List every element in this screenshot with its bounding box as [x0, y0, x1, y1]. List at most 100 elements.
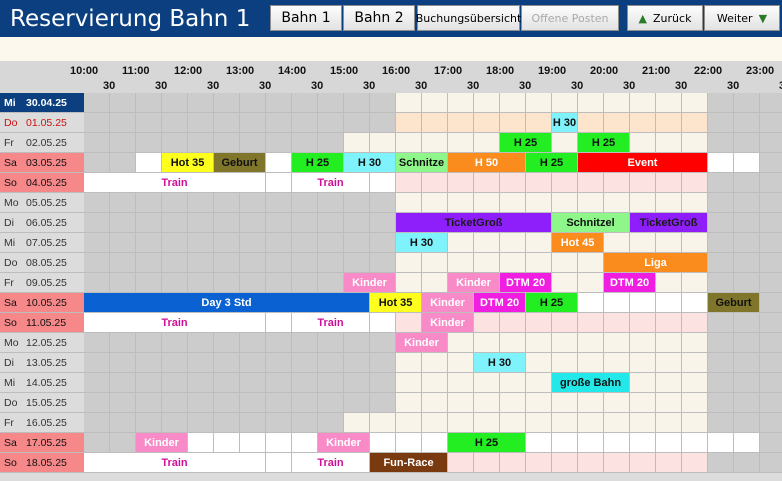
- time-slot[interactable]: [500, 333, 526, 353]
- booking-block[interactable]: Hot 35: [370, 293, 422, 313]
- time-slot[interactable]: [708, 233, 734, 253]
- time-slot[interactable]: [578, 333, 604, 353]
- time-slot[interactable]: [552, 413, 578, 433]
- time-slot[interactable]: [84, 393, 110, 413]
- time-slot[interactable]: [266, 333, 292, 353]
- booking-block[interactable]: H 25: [448, 433, 526, 453]
- time-slot[interactable]: [734, 133, 760, 153]
- day-label[interactable]: Fr 16.05.25: [0, 413, 84, 433]
- time-slot[interactable]: [396, 133, 422, 153]
- time-slot[interactable]: [422, 93, 448, 113]
- time-slot[interactable]: [682, 273, 708, 293]
- time-slot[interactable]: [318, 93, 344, 113]
- time-slot[interactable]: [422, 393, 448, 413]
- time-slot[interactable]: [266, 393, 292, 413]
- time-slot[interactable]: [162, 113, 188, 133]
- time-slot[interactable]: [734, 173, 760, 193]
- time-slot[interactable]: [318, 353, 344, 373]
- time-slot[interactable]: [136, 393, 162, 413]
- time-slot[interactable]: [110, 413, 136, 433]
- time-slot[interactable]: [370, 333, 396, 353]
- time-slot[interactable]: [292, 253, 318, 273]
- time-slot[interactable]: [136, 233, 162, 253]
- time-slot[interactable]: [604, 233, 630, 253]
- time-slot[interactable]: [500, 413, 526, 433]
- time-slot[interactable]: [734, 213, 760, 233]
- time-slot[interactable]: [630, 173, 656, 193]
- time-slot[interactable]: [682, 413, 708, 433]
- time-slot[interactable]: [214, 233, 240, 253]
- time-slot[interactable]: [396, 273, 422, 293]
- time-slot[interactable]: [760, 373, 782, 393]
- booking-block[interactable]: Kinder: [344, 273, 396, 293]
- time-slot[interactable]: [734, 433, 760, 453]
- time-slot[interactable]: [396, 193, 422, 213]
- time-slot[interactable]: [500, 453, 526, 473]
- time-slot[interactable]: [266, 113, 292, 133]
- time-slot[interactable]: [162, 133, 188, 153]
- time-slot[interactable]: [344, 413, 370, 433]
- booking-block[interactable]: H 30: [552, 113, 578, 133]
- day-label[interactable]: Mo 05.05.25: [0, 193, 84, 213]
- time-slot[interactable]: [370, 233, 396, 253]
- time-slot[interactable]: [162, 253, 188, 273]
- time-slot[interactable]: [708, 93, 734, 113]
- time-slot[interactable]: [526, 333, 552, 353]
- time-slot[interactable]: [448, 253, 474, 273]
- time-slot[interactable]: [656, 393, 682, 413]
- time-slot[interactable]: [266, 453, 292, 473]
- time-slot[interactable]: [734, 93, 760, 113]
- time-slot[interactable]: [344, 333, 370, 353]
- time-slot[interactable]: [344, 213, 370, 233]
- time-slot[interactable]: [422, 193, 448, 213]
- time-slot[interactable]: [266, 173, 292, 193]
- time-slot[interactable]: [84, 273, 110, 293]
- time-slot[interactable]: [760, 433, 782, 453]
- time-slot[interactable]: [734, 353, 760, 373]
- time-slot[interactable]: [604, 353, 630, 373]
- time-slot[interactable]: [370, 353, 396, 373]
- time-slot[interactable]: [162, 193, 188, 213]
- time-slot[interactable]: [760, 273, 782, 293]
- time-slot[interactable]: [344, 193, 370, 213]
- time-slot[interactable]: [604, 393, 630, 413]
- time-slot[interactable]: [760, 153, 782, 173]
- booking-block[interactable]: DTM 20: [500, 273, 552, 293]
- time-slot[interactable]: [448, 333, 474, 353]
- time-slot[interactable]: [630, 373, 656, 393]
- time-slot[interactable]: [474, 453, 500, 473]
- time-slot[interactable]: [318, 333, 344, 353]
- time-slot[interactable]: [448, 233, 474, 253]
- time-slot[interactable]: [396, 113, 422, 133]
- time-slot[interactable]: [682, 313, 708, 333]
- time-slot[interactable]: [422, 433, 448, 453]
- time-slot[interactable]: [136, 93, 162, 113]
- time-slot[interactable]: [526, 253, 552, 273]
- time-slot[interactable]: [84, 353, 110, 373]
- booking-block[interactable]: H 30: [474, 353, 526, 373]
- time-slot[interactable]: [240, 273, 266, 293]
- day-label[interactable]: So 18.05.25: [0, 453, 84, 473]
- time-slot[interactable]: [162, 333, 188, 353]
- time-slot[interactable]: [760, 293, 782, 313]
- booking-block[interactable]: DTM 20: [604, 273, 656, 293]
- time-slot[interactable]: [474, 113, 500, 133]
- time-slot[interactable]: [604, 453, 630, 473]
- time-slot[interactable]: [292, 93, 318, 113]
- time-slot[interactable]: [682, 133, 708, 153]
- time-slot[interactable]: [110, 373, 136, 393]
- time-slot[interactable]: [292, 213, 318, 233]
- time-slot[interactable]: [708, 133, 734, 153]
- time-slot[interactable]: [292, 393, 318, 413]
- time-slot[interactable]: [240, 373, 266, 393]
- time-slot[interactable]: [370, 213, 396, 233]
- day-label[interactable]: So 11.05.25: [0, 313, 84, 333]
- time-slot[interactable]: [552, 333, 578, 353]
- time-slot[interactable]: [110, 393, 136, 413]
- booking-block[interactable]: H 30: [396, 233, 448, 253]
- booking-block[interactable]: Kinder: [422, 313, 474, 333]
- time-slot[interactable]: [552, 273, 578, 293]
- time-slot[interactable]: [84, 253, 110, 273]
- time-slot[interactable]: [396, 413, 422, 433]
- time-slot[interactable]: [552, 453, 578, 473]
